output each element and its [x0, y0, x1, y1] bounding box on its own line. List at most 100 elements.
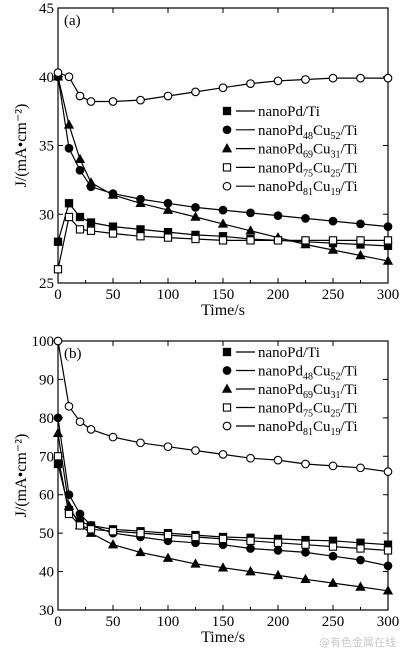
legend-marker [222, 125, 232, 135]
y-tick-label: 40 [39, 70, 54, 86]
data-point [273, 236, 283, 245]
legend-marker [222, 347, 232, 357]
chart-panel-b: 0 50 100 150 200 250 300 30 40 50 60 70 80 90 100 Time/… [13, 334, 399, 646]
data-point [356, 463, 365, 473]
legend-item: nanoPd48Cu52/Ti [222, 123, 358, 142]
x-tick-label: 300 [377, 287, 400, 303]
panel-label: (b) [64, 346, 82, 362]
data-point [64, 72, 74, 82]
legend: nanoPd/Ti nanoPd48Cu52/TinanoPd69Cu31/Tin… [221, 104, 358, 198]
data-point [328, 236, 338, 245]
y-tick-label: 45 [39, 1, 54, 17]
data-point [75, 212, 85, 222]
data-point [108, 97, 118, 106]
data-point [383, 561, 393, 571]
data-point [191, 203, 200, 212]
y-tick-label: 60 [39, 488, 54, 504]
x-tick-label: 0 [54, 614, 62, 630]
data-point [356, 236, 365, 245]
data-point [162, 552, 174, 562]
data-point [273, 211, 283, 220]
data-point [246, 453, 255, 463]
legend-label: nanoPd81Cu19/Ti [258, 419, 358, 438]
data-point [163, 530, 173, 540]
series-5 [53, 68, 393, 106]
legend-item: nanoPd48Cu52/Ti [222, 364, 358, 383]
data-point [63, 119, 75, 129]
legend-item: nanoPd75Cu25/Ti [222, 160, 358, 179]
data-point [108, 222, 118, 231]
data-point [382, 255, 394, 265]
data-point [245, 566, 256, 576]
data-point [107, 539, 119, 549]
data-point [301, 548, 310, 557]
data-point [328, 542, 338, 551]
data-point [245, 225, 256, 235]
y-tick-label: 40 [39, 565, 54, 581]
legend-marker [222, 181, 232, 191]
data-point [85, 177, 97, 187]
y-tick-label: 35 [39, 139, 54, 155]
data-point [355, 249, 366, 260]
data-point [75, 225, 85, 234]
x-tick-label: 200 [267, 287, 290, 303]
data-point [135, 197, 146, 207]
data-point [273, 76, 283, 86]
legend-item: nanoPd/Ti [222, 345, 320, 361]
data-point [246, 536, 255, 545]
data-point [328, 216, 338, 226]
data-point [108, 527, 118, 536]
data-point [300, 573, 311, 584]
y-tick-label: 100 [32, 334, 55, 350]
data-point [327, 577, 339, 587]
y-axis-label: J/(mA•cm⁻²) [13, 434, 30, 518]
x-tick-label: 150 [212, 287, 235, 303]
legend-item: nanoPd75Cu25/Ti [222, 401, 358, 420]
legend: nanoPd/TinanoPd48Cu52/TinanoPd69Cu31/Tin… [221, 345, 358, 438]
legend-marker [222, 106, 232, 116]
data-point [108, 432, 118, 442]
data-point [272, 569, 284, 580]
data-point [356, 544, 365, 553]
data-point [136, 438, 145, 448]
data-point [218, 83, 228, 93]
data-point [191, 87, 200, 97]
data-point [86, 525, 96, 534]
data-point [190, 558, 201, 568]
data-point [190, 211, 201, 221]
legend-item: nanoPd69Cu31/Ti [221, 142, 358, 161]
legend-label: nanoPd/Ti [258, 345, 320, 361]
legend-label: nanoPd48Cu52/Ti [258, 123, 358, 142]
legend-marker [221, 383, 233, 393]
y-tick-label: 90 [39, 372, 54, 388]
data-point [64, 143, 74, 153]
legend-label: nanoPd48Cu52/Ti [258, 364, 358, 383]
x-tick-label: 300 [377, 614, 400, 630]
legend-marker [222, 366, 232, 375]
data-point [246, 79, 255, 88]
data-point [273, 455, 283, 465]
series-5 [53, 336, 393, 477]
x-tick-label: 250 [322, 614, 345, 630]
series-line [57, 463, 389, 546]
data-point [64, 509, 74, 519]
data-point [108, 229, 118, 238]
legend-item: nanoPd/Ti [222, 104, 320, 120]
data-point [218, 205, 228, 215]
data-point [383, 467, 393, 477]
data-point [86, 226, 96, 235]
data-point [86, 97, 96, 106]
legend-item: nanoPd69Cu31/Ti [221, 382, 358, 401]
data-point [246, 544, 255, 553]
data-point [355, 581, 366, 591]
data-point [53, 237, 63, 246]
data-point [191, 446, 200, 455]
y-tick-label: 30 [39, 603, 54, 619]
data-point [64, 199, 74, 208]
data-point [163, 91, 173, 101]
x-tick-label: 150 [212, 614, 235, 630]
data-point [53, 265, 63, 274]
data-point [191, 234, 200, 244]
data-point [86, 425, 96, 434]
